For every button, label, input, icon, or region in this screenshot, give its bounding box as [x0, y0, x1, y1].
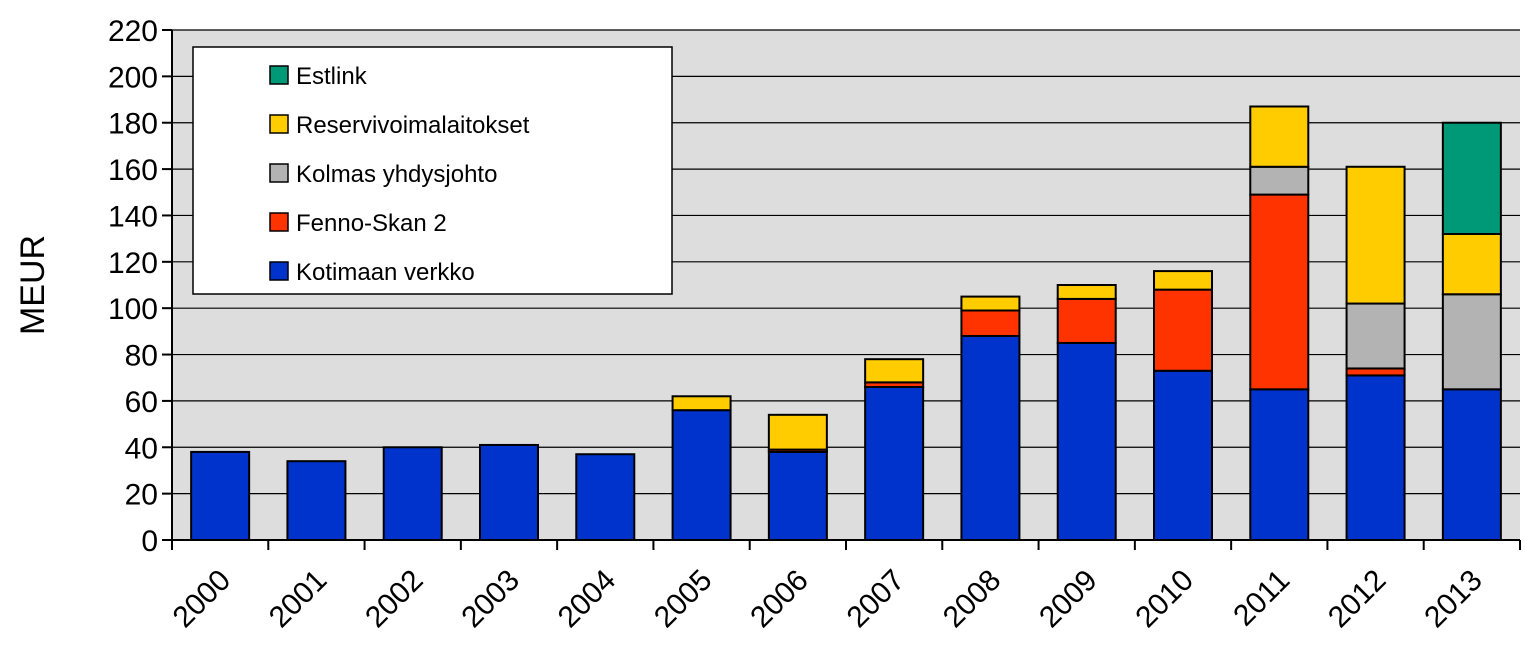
bar-segment	[1056, 284, 1117, 300]
legend-label: Kolmas yhdysjohto	[296, 161, 497, 188]
legend-label: Fenno-Skan 2	[296, 210, 447, 237]
x-tick-label: 2009	[1033, 564, 1104, 635]
bar-segment	[1249, 388, 1310, 541]
legend-swatch	[269, 114, 289, 134]
y-tick-label: 120	[108, 247, 158, 280]
bar-segment	[1441, 233, 1502, 296]
bar-segment	[864, 386, 925, 541]
x-tick-label: 2003	[455, 564, 526, 635]
x-tick-label: 2002	[359, 564, 430, 635]
bar-segment	[1345, 374, 1406, 541]
bar-segment	[1056, 297, 1117, 344]
x-tick-label: 2008	[937, 564, 1008, 635]
y-axis: 0 20 40 60 80 100 120 140 160 180 200 220	[108, 15, 173, 558]
y-axis-title: MEUR	[14, 235, 52, 335]
legend-swatch	[269, 163, 289, 183]
y-tick-label: 220	[108, 15, 158, 48]
x-tick-label: 2004	[552, 564, 623, 635]
bar-segment	[1249, 193, 1310, 391]
bar-segment	[960, 309, 1021, 337]
legend-label: Reservivoimalaitokset	[296, 112, 530, 139]
bar-segment	[1345, 302, 1406, 370]
y-tick-label: 0	[141, 525, 158, 558]
legend-swatch	[269, 65, 289, 85]
bar-segment	[671, 395, 732, 412]
bar-segment	[1153, 288, 1213, 372]
x-tick-label: 2006	[744, 564, 815, 635]
bar-segment	[864, 358, 925, 384]
y-tick-label: 20	[125, 479, 158, 512]
legend-label: Kotimaan verkko	[296, 259, 475, 286]
bar-segment	[767, 450, 828, 541]
x-tick-label: 2012	[1322, 564, 1393, 635]
x-tick-label: 2011	[1227, 564, 1296, 633]
bar-segment	[575, 453, 636, 541]
bar-segment	[1056, 341, 1117, 542]
bar-segment	[1249, 105, 1310, 168]
x-axis: 2000 2001 2002 2003 2004 2005 2006 2007 2008 2009…	[167, 539, 1521, 635]
bar-segment	[1441, 121, 1502, 235]
bar-segment	[960, 295, 1021, 312]
bar-segment	[1441, 293, 1502, 391]
bar-segment	[286, 460, 347, 542]
bar-segment	[1345, 165, 1406, 305]
y-tick-label: 40	[125, 432, 158, 465]
bar-segment	[767, 413, 828, 451]
x-tick-label: 2000	[167, 564, 238, 635]
bar-segment	[1153, 270, 1213, 291]
bar-segment	[1249, 165, 1310, 196]
bar-segment	[1345, 367, 1406, 377]
x-tick-label: 2007	[841, 564, 912, 635]
y-tick-label: 160	[108, 154, 158, 187]
legend: Estlink Reservivoimalaitokset Kolmas yhdys…	[192, 46, 673, 295]
y-tick-label: 200	[108, 61, 158, 94]
bar-segment	[190, 450, 251, 541]
bar-segment	[1153, 369, 1213, 542]
y-tick-label: 140	[108, 200, 158, 233]
y-tick-label: 60	[125, 386, 158, 419]
y-tick-label: 80	[125, 340, 158, 373]
bar-segment	[479, 443, 539, 542]
y-tick-label: 100	[108, 293, 158, 326]
bar-segment	[960, 335, 1021, 541]
legend-label: Estlink	[296, 63, 368, 90]
x-tick-label: 2013	[1418, 564, 1489, 635]
legend-swatch	[269, 212, 289, 232]
x-tick-label: 2010	[1129, 564, 1200, 635]
bar-segment	[382, 446, 443, 542]
x-tick-label: 2001	[263, 564, 334, 635]
bar-segment	[671, 409, 732, 541]
bar-segment	[1441, 388, 1502, 541]
bars	[190, 105, 1502, 542]
legend-swatch	[269, 261, 289, 281]
x-tick-label: 2005	[648, 564, 719, 635]
y-tick-label: 180	[108, 108, 158, 141]
